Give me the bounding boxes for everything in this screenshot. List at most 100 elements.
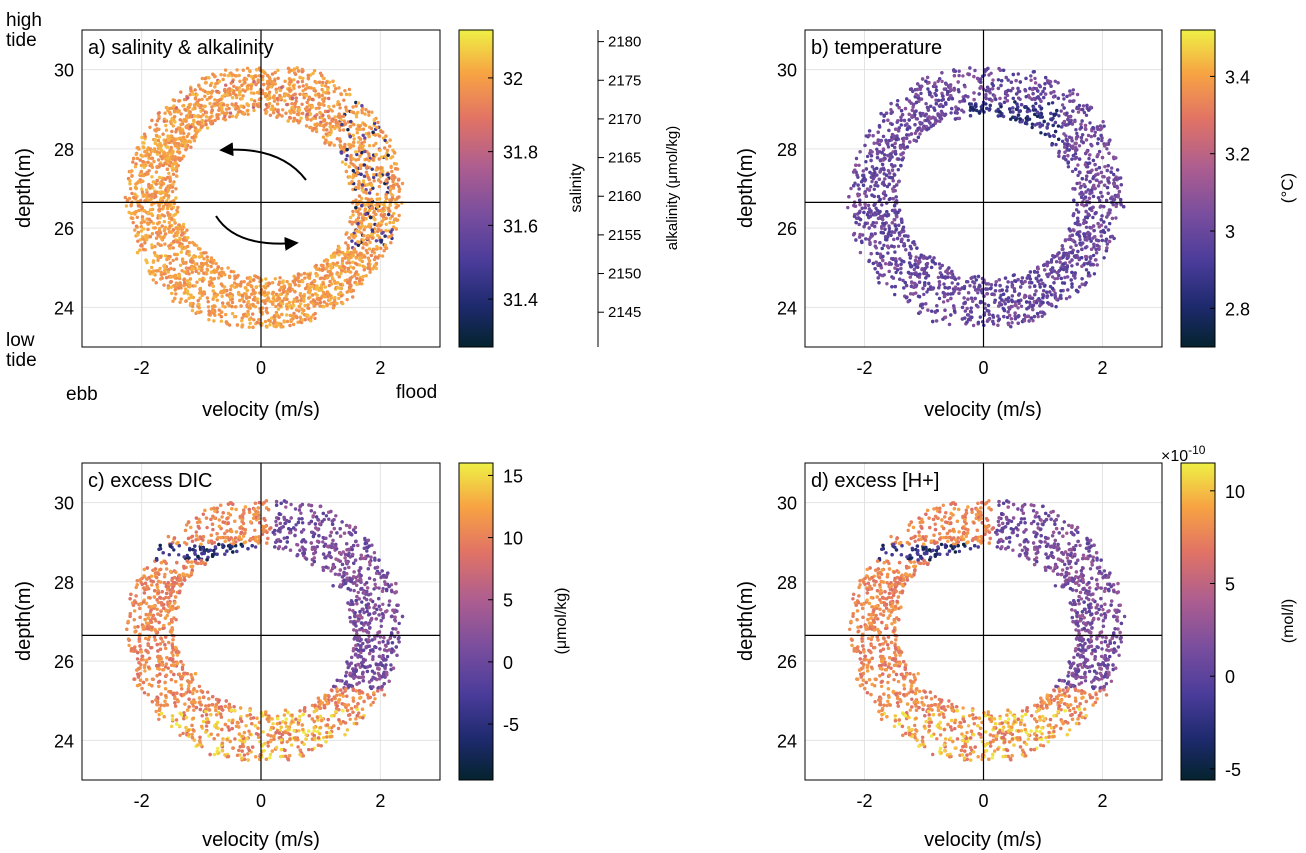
data-point <box>256 104 260 108</box>
data-point <box>857 163 861 167</box>
data-point <box>273 70 277 75</box>
data-point <box>228 291 232 296</box>
data-point <box>135 232 139 237</box>
data-point <box>278 292 282 297</box>
data-point <box>228 287 233 292</box>
data-point <box>170 151 175 155</box>
data-point <box>152 159 156 164</box>
data-point <box>297 85 301 89</box>
data-point <box>134 186 138 191</box>
data-point <box>366 266 370 270</box>
data-point <box>168 203 172 208</box>
data-point <box>186 244 190 249</box>
data-point <box>358 164 363 169</box>
data-point <box>272 299 277 303</box>
data-point <box>383 243 387 247</box>
data-point <box>384 229 388 233</box>
data-point <box>220 294 224 298</box>
data-point <box>249 283 253 288</box>
data-point <box>346 246 351 250</box>
data-point <box>245 288 249 293</box>
data-point <box>370 228 374 232</box>
data-point <box>254 274 258 279</box>
data-point <box>165 167 170 171</box>
data-point <box>364 165 369 170</box>
data-point <box>362 268 366 272</box>
data-point <box>273 277 277 281</box>
data-point <box>356 170 360 175</box>
data-point <box>392 183 396 188</box>
data-point <box>321 282 326 286</box>
data-point <box>341 301 345 306</box>
data-point <box>1076 210 1081 214</box>
data-point <box>314 93 318 97</box>
data-point <box>248 321 252 325</box>
data-point <box>220 266 224 271</box>
data-point <box>290 105 295 110</box>
data-point <box>1105 242 1110 246</box>
data-point <box>292 274 296 278</box>
data-point <box>280 312 284 317</box>
data-point <box>200 97 204 102</box>
data-point <box>207 312 211 317</box>
data-point <box>987 73 991 77</box>
data-point <box>190 135 194 140</box>
data-point <box>213 98 217 102</box>
colorbar-ticks: 31.431.631.832 <box>488 69 538 310</box>
data-point <box>245 86 250 90</box>
data-point <box>384 246 389 250</box>
data-point <box>362 163 367 167</box>
data-point <box>388 209 392 213</box>
data-point <box>251 312 255 316</box>
data-point <box>224 320 229 324</box>
data-point <box>354 112 359 117</box>
data-point <box>367 152 371 156</box>
data-point <box>172 239 176 244</box>
data-point <box>307 108 312 112</box>
data-point <box>179 112 183 116</box>
data-point <box>251 102 256 107</box>
data-point <box>264 306 269 311</box>
x-axis-label: velocity (m/s) <box>202 399 320 421</box>
data-point <box>156 158 161 162</box>
data-point <box>318 123 322 127</box>
data-point <box>1029 78 1033 82</box>
data-point <box>264 102 269 107</box>
data-point <box>148 125 152 129</box>
data-point <box>345 297 349 302</box>
data-point <box>350 222 354 226</box>
data-point <box>389 241 393 245</box>
data-point <box>163 242 167 246</box>
data-point <box>937 262 942 266</box>
data-point <box>351 105 355 109</box>
data-point <box>266 80 270 84</box>
data-point <box>296 272 301 276</box>
data-point <box>354 256 358 260</box>
data-point <box>993 283 998 287</box>
data-point <box>197 271 201 275</box>
data-point <box>264 111 268 115</box>
data-point <box>377 173 381 177</box>
data-point <box>324 123 328 127</box>
data-point <box>127 196 132 201</box>
data-point <box>303 276 307 280</box>
data-point <box>314 263 318 268</box>
data-point <box>293 283 297 287</box>
data-point <box>390 196 395 200</box>
data-point <box>377 197 382 201</box>
data-point <box>246 312 251 317</box>
data-point <box>357 182 361 187</box>
data-point <box>292 67 297 71</box>
data-point <box>368 270 372 274</box>
data-point <box>381 169 385 173</box>
data-point <box>372 247 376 252</box>
data-point <box>323 141 327 145</box>
data-point <box>1103 165 1107 169</box>
data-point <box>164 128 169 132</box>
data-point <box>316 267 320 271</box>
data-point <box>167 194 171 198</box>
data-point <box>167 171 171 175</box>
data-point <box>219 282 224 286</box>
data-point <box>242 314 246 318</box>
